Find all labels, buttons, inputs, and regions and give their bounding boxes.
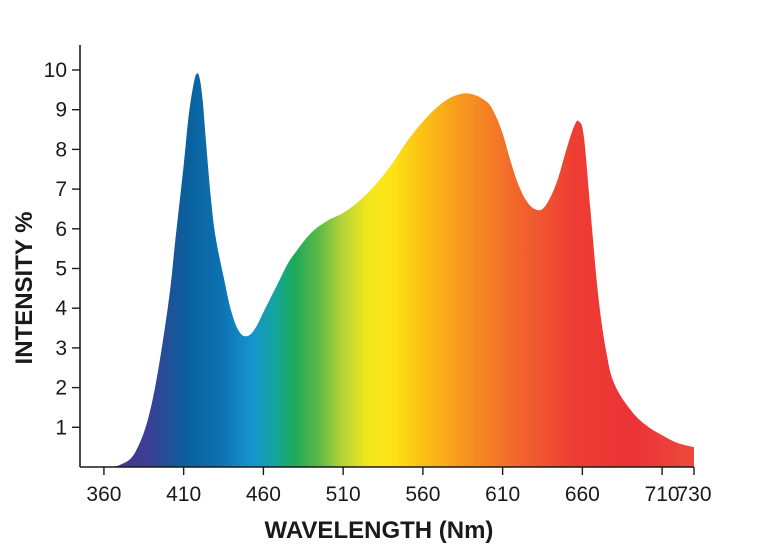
y-tick-label: 9 [55,99,67,122]
x-tick-label: 410 [166,483,201,506]
spectrum-area-layer [108,73,694,468]
x-tick-label: 710 [645,483,680,506]
x-tick-label: 730 [676,483,711,506]
y-tick-label: 2 [55,377,67,400]
x-tick-label: 360 [86,483,121,506]
x-tick-label: 460 [246,483,281,506]
x-tick-label: 610 [485,483,520,506]
y-tick-label: 7 [55,178,67,201]
x-tick-label: 660 [565,483,600,506]
spectrum-area [108,73,694,468]
y-axis-title: INTENSITY % [11,212,38,365]
axes [72,45,695,475]
y-tick-label: 5 [55,258,67,281]
y-tick-label: 3 [55,337,67,360]
x-tick-label: 510 [326,483,361,506]
y-tick-label: 6 [55,218,67,241]
y-tick-label: 4 [55,297,67,320]
y-tick-label: 8 [55,138,67,161]
x-axis-title: WAVELENGTH (Nm) [265,517,494,544]
x-tick-label: 560 [405,483,440,506]
y-tick-label: 1 [55,416,67,439]
y-tick-label: 10 [44,59,67,82]
